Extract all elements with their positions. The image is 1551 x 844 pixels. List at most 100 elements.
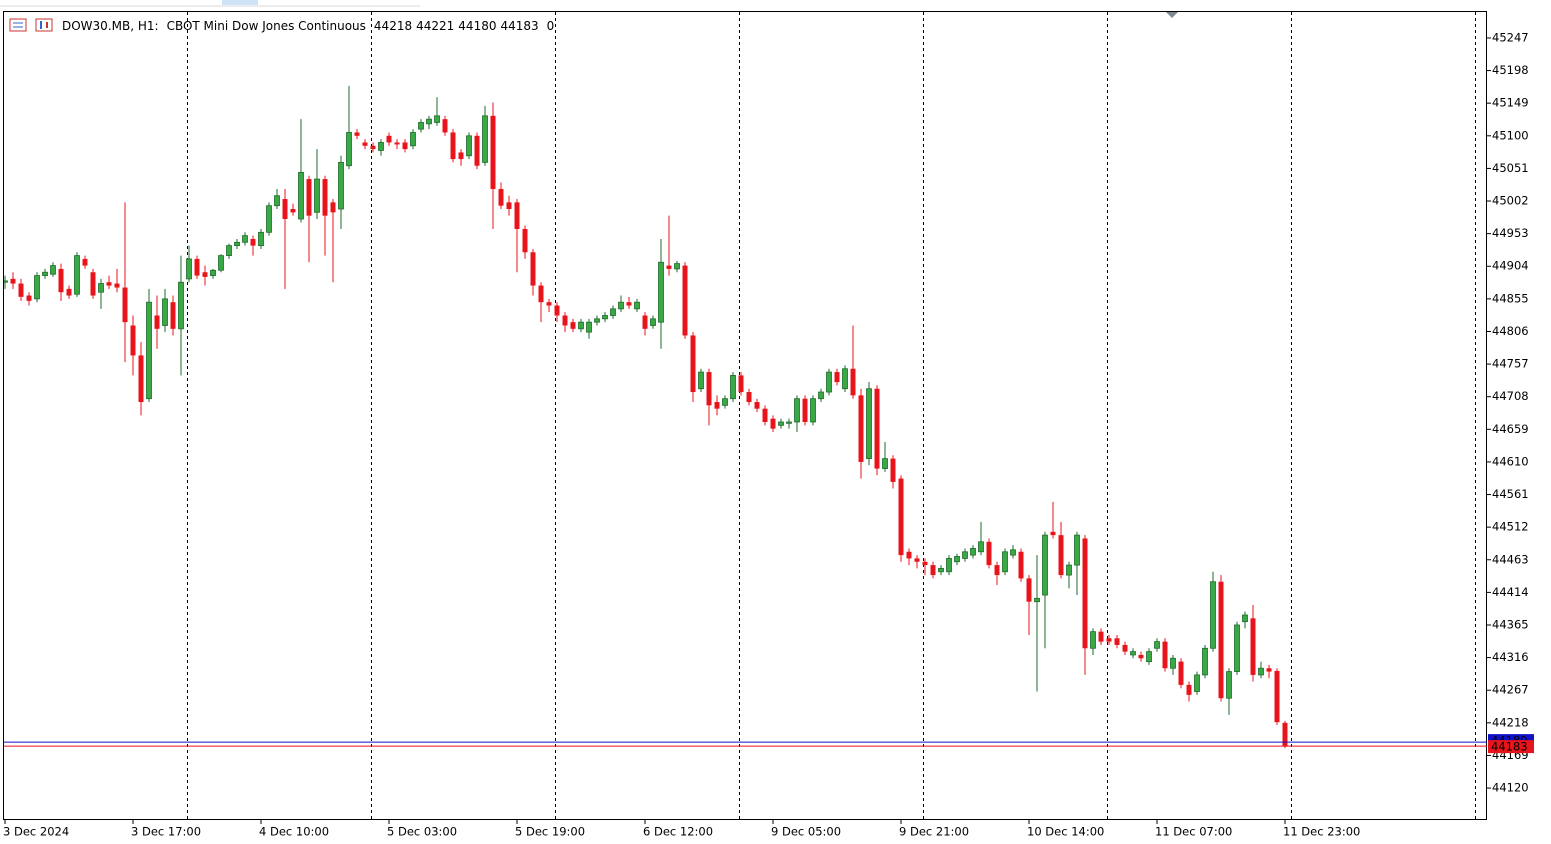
candle-body (250, 238, 256, 246)
candle-body (234, 241, 240, 247)
candle-body (514, 202, 520, 229)
candle-body (426, 118, 432, 125)
candle-body (618, 301, 624, 310)
candle-body (466, 135, 472, 157)
x-tick-label: 9 Dec 05:00 (771, 825, 841, 839)
candle-body (122, 287, 128, 323)
candle-body (762, 408, 768, 422)
candle-body (442, 119, 448, 133)
candle-body (1146, 651, 1152, 662)
candle-body (338, 162, 344, 210)
x-tick-label: 4 Dec 10:00 (259, 825, 329, 839)
candle-body (482, 115, 488, 163)
shift-marker (1166, 12, 1178, 18)
candle-body (82, 258, 88, 266)
header-icons (9, 18, 53, 32)
candle-body (1010, 549, 1016, 556)
x-tick-label: 5 Dec 19:00 (515, 825, 585, 839)
x-tick-label: 3 Dec 17:00 (131, 825, 201, 839)
candle-body (1162, 641, 1168, 669)
bid-label: 44183 (1491, 740, 1528, 754)
y-tick-label: 45051 (1492, 161, 1529, 175)
candle-body (226, 245, 232, 256)
candle-body (946, 558, 952, 573)
header: DOW30.MB, H1: CBOT Mini Dow Jones Continu… (62, 19, 554, 33)
candle-body (962, 551, 968, 559)
candle-body (1018, 551, 1024, 579)
candle-body (1042, 534, 1048, 596)
y-tick-label: 45149 (1492, 96, 1529, 110)
candle-body (570, 322, 576, 329)
low: 44180 (458, 19, 496, 33)
candle-body (418, 122, 424, 130)
candle-body (994, 565, 1000, 576)
candle-body (754, 402, 760, 409)
candle-body (906, 551, 912, 559)
candle-body (770, 418, 776, 429)
candle-body (1242, 614, 1248, 623)
candle-body (346, 132, 352, 167)
candle-body (1106, 638, 1112, 642)
candle-body (586, 321, 592, 333)
open: 44218 (374, 19, 412, 33)
candle-body (186, 258, 192, 280)
y-tick-label: 44316 (1492, 650, 1529, 664)
candle-body (986, 541, 992, 566)
tab (222, 0, 258, 5)
candle-body (658, 261, 664, 323)
candle-body (602, 315, 608, 320)
candle-body (1282, 722, 1288, 747)
y-tick-label: 44904 (1492, 259, 1529, 273)
candle-body (26, 295, 32, 301)
candle-body (714, 402, 720, 409)
candle-body (146, 301, 152, 400)
candle-body (1026, 578, 1032, 602)
candle-body (386, 135, 392, 143)
candle-body (698, 371, 704, 390)
candle-body (1034, 597, 1040, 603)
plot-frame (3, 11, 1487, 820)
candle-body (98, 283, 104, 293)
candle-body (1098, 631, 1104, 642)
candle-body (450, 132, 456, 160)
y-tick-label: 44120 (1492, 781, 1529, 795)
candle-body (1154, 641, 1160, 649)
x-tick-label: 11 Dec 07:00 (1155, 825, 1232, 839)
candle-body (58, 268, 64, 293)
candle-body (626, 302, 632, 306)
candle-body (298, 172, 304, 220)
candle-body (522, 228, 528, 253)
x-tick-label: 3 Dec 2024 (3, 825, 69, 839)
candle-body (786, 421, 792, 424)
candle-body (954, 556, 960, 563)
candle-body (730, 375, 736, 400)
x-tick-label: 5 Dec 03:00 (387, 825, 457, 839)
candle-body (914, 558, 920, 562)
candle-body (738, 375, 744, 393)
candle-body (434, 115, 440, 123)
candle-body (1178, 661, 1184, 685)
y-tick-label: 45002 (1492, 194, 1529, 208)
candle-body (674, 263, 680, 270)
candle-body (818, 391, 824, 400)
y-tick-label: 44610 (1492, 454, 1529, 468)
candle-body (810, 398, 816, 423)
candle-body (530, 252, 536, 286)
symbol: DOW30.MB, H1: (62, 19, 159, 33)
candle-body (66, 288, 72, 296)
candle-body (794, 398, 800, 423)
candle-body (474, 135, 480, 166)
candle-body (1122, 644, 1128, 652)
bid-label-box (1488, 740, 1534, 754)
candle-body (1066, 564, 1072, 576)
x-tick-label: 10 Dec 14:00 (1027, 825, 1104, 839)
candle-body (978, 541, 984, 553)
y-tick-label: 44806 (1492, 324, 1529, 338)
icon (35, 18, 53, 32)
candle-body (506, 202, 512, 210)
close: 44183 (500, 19, 538, 33)
candle-body (882, 458, 888, 469)
y-tick-label: 44708 (1492, 389, 1529, 403)
candle-body (970, 548, 976, 556)
